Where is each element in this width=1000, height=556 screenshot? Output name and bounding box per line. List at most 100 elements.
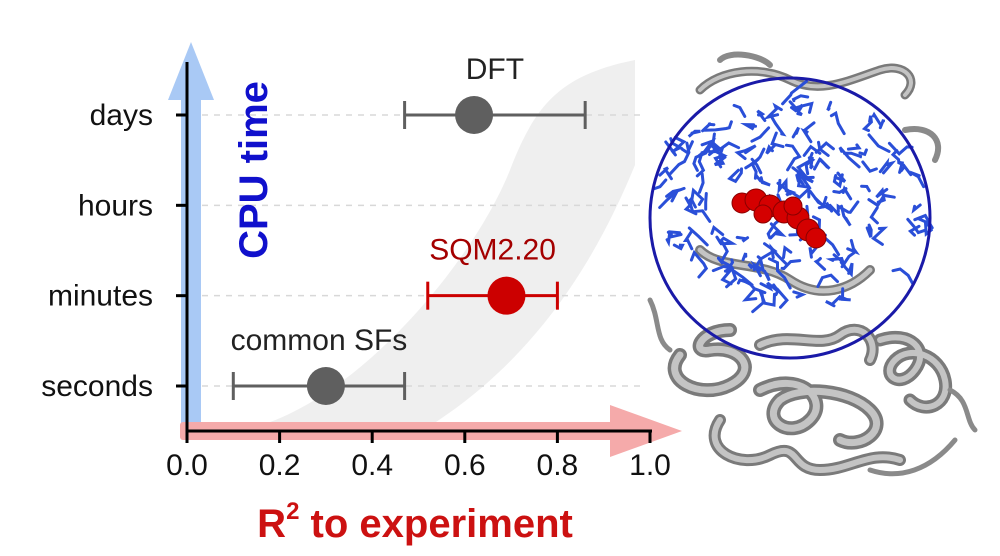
residue-stick <box>687 226 709 247</box>
protein-illustration <box>647 51 978 477</box>
x-tick-label: 1.0 <box>629 449 671 482</box>
x-tick-label: 0.2 <box>259 449 301 482</box>
trend-band <box>230 60 635 432</box>
residue-stick <box>751 291 765 314</box>
ribbon-strand <box>711 417 903 473</box>
residue-stick <box>750 157 763 175</box>
ribbon-strand <box>757 326 876 363</box>
residue-stick <box>846 238 861 256</box>
residue-stick <box>861 160 878 173</box>
residue-stick <box>899 164 913 177</box>
residue-stick <box>906 217 928 235</box>
residue-stick <box>741 252 748 262</box>
binding-site-residues <box>653 79 934 314</box>
residue-stick <box>750 260 771 282</box>
residue-stick <box>890 149 905 167</box>
y-tick-label: days <box>90 99 153 132</box>
residue-stick <box>791 126 801 139</box>
residue-stick <box>839 260 854 278</box>
residue-stick <box>672 243 685 251</box>
residue-stick <box>814 141 835 154</box>
ribbon-strand <box>698 66 913 97</box>
residue-stick <box>840 251 856 269</box>
residue-stick <box>734 144 757 161</box>
data-point <box>487 276 526 315</box>
residue-stick <box>732 103 747 118</box>
residue-stick <box>671 136 687 154</box>
binding-site-circle <box>648 76 932 360</box>
residue-stick <box>780 259 802 271</box>
residue-stick <box>708 141 741 153</box>
residue-stick <box>756 255 765 271</box>
residue-stick <box>825 253 847 267</box>
residue-stick <box>769 222 787 240</box>
residue-stick <box>774 287 789 309</box>
residue-stick <box>741 287 767 302</box>
residue-stick <box>832 173 844 189</box>
residue-stick <box>731 268 754 287</box>
data-point <box>455 96 494 134</box>
data-point-group: common SFs <box>231 324 408 405</box>
residue-stick <box>843 151 863 159</box>
residue-stick <box>792 106 803 117</box>
residue-stick <box>808 242 821 259</box>
residue-stick <box>695 149 711 178</box>
residue-stick <box>701 122 716 133</box>
residue-stick <box>687 129 701 138</box>
residue-stick <box>891 267 915 286</box>
residue-stick <box>658 186 686 209</box>
residue-stick <box>713 146 727 167</box>
residue-stick <box>698 172 705 194</box>
residue-stick <box>869 206 879 225</box>
x-axis-title-base: R <box>257 502 286 546</box>
residue-stick <box>867 193 896 208</box>
x-tick-label: 0.4 <box>351 449 393 482</box>
residue-stick <box>829 110 846 136</box>
residue-stick <box>755 174 771 187</box>
residue-stick <box>735 235 750 243</box>
residue-stick <box>781 79 808 106</box>
residue-stick <box>759 281 780 293</box>
residue-stick <box>750 126 771 143</box>
x-tick-label: 0.6 <box>444 449 486 482</box>
residue-stick <box>683 196 698 216</box>
residue-stick <box>680 140 694 155</box>
residue-stick <box>878 157 897 175</box>
residue-stick <box>688 201 712 223</box>
data-point-group: DFT <box>403 53 587 134</box>
residue-stick <box>784 143 802 172</box>
residue-stick <box>836 200 860 214</box>
residue-stick <box>871 226 889 246</box>
x-tick-label: 0.8 <box>537 449 579 482</box>
residue-stick <box>704 192 708 211</box>
residue-stick <box>792 290 807 299</box>
data-points: DFT SQM2.20 common SFs <box>231 53 587 405</box>
data-point <box>306 367 345 405</box>
y-axis-title: CPU time <box>232 81 276 259</box>
residue-stick <box>867 133 891 153</box>
residue-stick <box>770 131 785 149</box>
residue-stick <box>860 184 871 193</box>
residue-stick <box>727 167 743 184</box>
residue-stick <box>710 224 725 237</box>
residue-stick <box>769 113 787 137</box>
residue-stick <box>665 230 682 248</box>
y-arrow-shaft <box>181 92 201 432</box>
residue-stick <box>795 173 805 187</box>
residue-stick <box>740 123 757 131</box>
residue-stick <box>846 143 862 151</box>
residue-stick <box>723 266 738 289</box>
x-axis-title: R2 to experiment <box>257 498 573 546</box>
residue-stick <box>653 178 668 190</box>
x-ticks: 0.0 0.2 0.4 0.6 0.8 1.0 <box>166 431 671 482</box>
residue-stick <box>811 215 822 230</box>
ribbon-strand <box>647 297 673 353</box>
residue-stick <box>756 109 767 122</box>
residue-stick <box>765 143 777 155</box>
residue-stick <box>871 111 883 127</box>
x-axis-title-sup: 2 <box>286 498 299 525</box>
y-ticks: seconds minutes hours days <box>41 99 187 403</box>
residue-stick <box>913 213 934 230</box>
residue-stick <box>796 171 811 199</box>
data-point-label: common SFs <box>231 324 408 357</box>
